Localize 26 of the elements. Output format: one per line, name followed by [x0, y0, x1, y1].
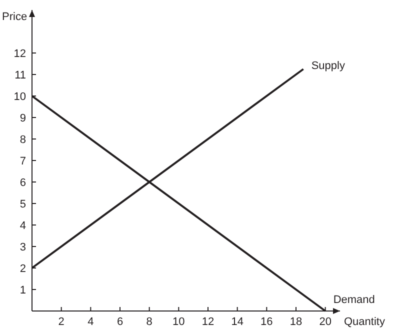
x-tick-label: 20	[319, 316, 332, 328]
x-tick-label: 10	[172, 316, 185, 328]
y-tick-label: 8	[20, 134, 26, 146]
y-tick-label: 10	[14, 91, 26, 103]
x-tick-label: 8	[146, 316, 152, 328]
x-tick-label: 14	[231, 316, 244, 328]
x-tick-label: 4	[88, 316, 94, 328]
y-tick-label: 11	[14, 70, 26, 82]
y-tick-label: 3	[20, 242, 26, 254]
x-tick-label: 2	[58, 316, 64, 328]
y-tick-label: 6	[20, 177, 26, 189]
y-tick-label: 1	[20, 284, 26, 296]
y-tick-label: 9	[20, 112, 26, 124]
x-tick-label: 12	[202, 316, 214, 328]
y-tick-label: 12	[14, 48, 26, 60]
y-tick-label: 5	[20, 198, 26, 210]
y-tick-label: 2	[20, 263, 26, 275]
series-label: Supply	[311, 60, 346, 72]
y-tick-label: 7	[20, 156, 26, 168]
x-axis-title: Quantity	[344, 316, 386, 328]
x-tick-label: 16	[260, 316, 273, 328]
series-label: Demand	[333, 294, 375, 306]
y-axis-title: Price	[2, 11, 28, 23]
x-tick-label: 18	[290, 316, 302, 328]
y-tick-label: 4	[20, 220, 26, 232]
x-tick-label: 6	[116, 316, 124, 328]
